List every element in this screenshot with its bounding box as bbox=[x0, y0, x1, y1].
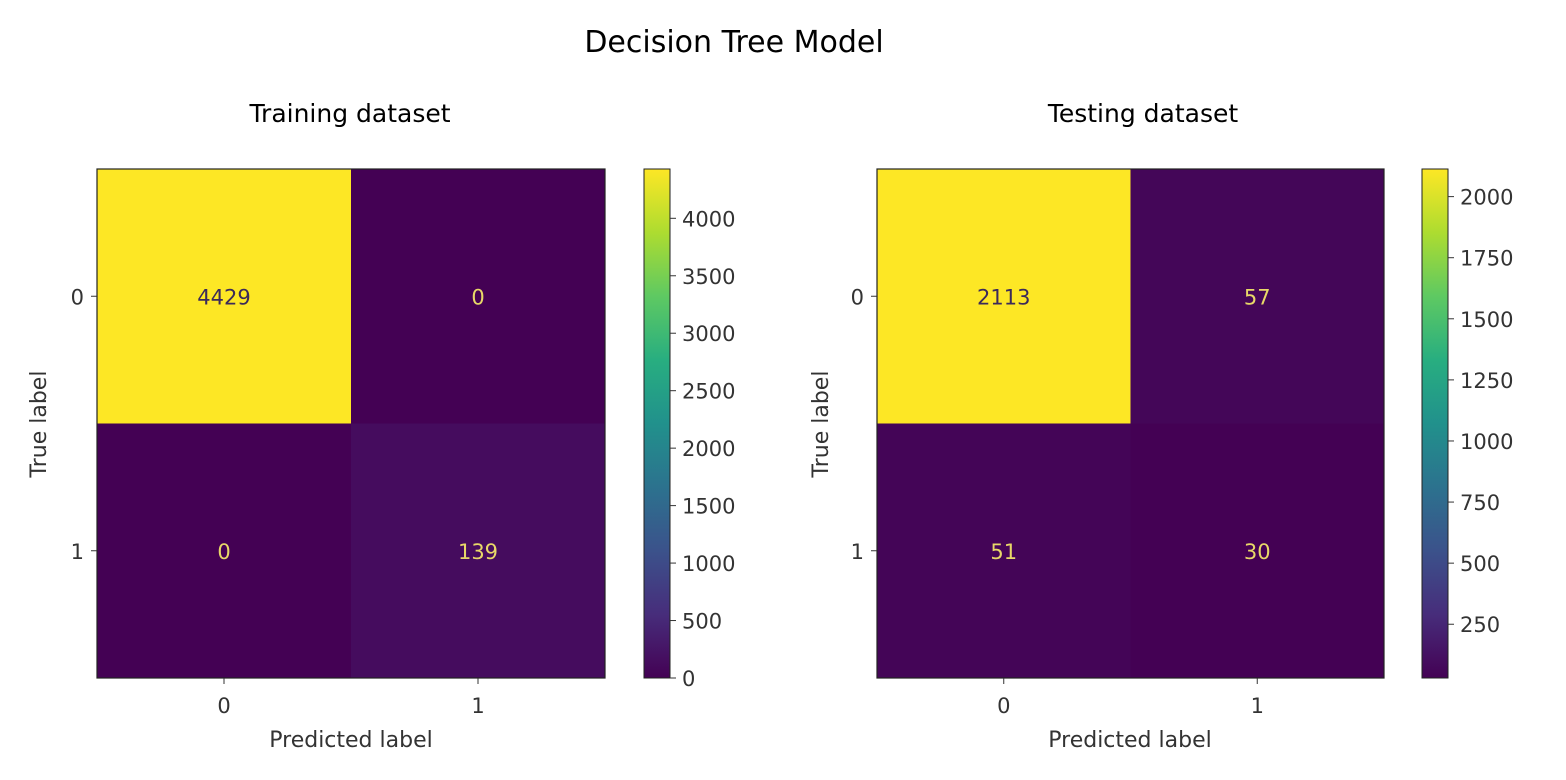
training-cell-label-1-1: 139 bbox=[458, 540, 498, 564]
testing-x-tick-label: 0 bbox=[997, 694, 1010, 718]
training-x-axis-label: Predicted label bbox=[269, 728, 432, 753]
testing-cell-label-0-1: 57 bbox=[1244, 285, 1271, 309]
testing-cell-0-1 bbox=[1130, 169, 1384, 424]
testing-colorbar-tick-label: 1000 bbox=[1460, 430, 1513, 454]
figure-title: Decision Tree Model bbox=[584, 25, 883, 60]
testing-x-axis-label: Predicted label bbox=[1048, 728, 1211, 753]
training-cell-0-0 bbox=[97, 169, 351, 424]
training-colorbar-tick-label: 3000 bbox=[682, 322, 735, 346]
testing-colorbar-tick-label: 500 bbox=[1460, 552, 1500, 576]
testing-cell-label-1-0: 51 bbox=[990, 540, 1017, 564]
testing-colorbar-ticks: 250 500 750 1000 1250 1500 1750 2000 bbox=[1448, 186, 1513, 637]
testing-cell-1-1 bbox=[1130, 423, 1384, 678]
training-cell-label-0-0: 4429 bbox=[197, 285, 250, 309]
testing-colorbar-tick-label: 750 bbox=[1460, 491, 1500, 515]
testing-heatmap-cells: 2113 57 51 30 bbox=[877, 169, 1384, 678]
training-colorbar-tick-label: 1000 bbox=[682, 552, 735, 576]
testing-cell-0-0 bbox=[877, 169, 1131, 424]
testing-colorbar-tick-label: 1750 bbox=[1460, 247, 1513, 271]
testing-panel-title: Testing dataset bbox=[1047, 99, 1239, 128]
training-cell-label-0-1: 0 bbox=[471, 285, 484, 309]
training-colorbar-tick-label: 2500 bbox=[682, 380, 735, 404]
testing-y-tick-label: 0 bbox=[851, 285, 864, 309]
training-x-tick-label: 0 bbox=[217, 694, 230, 718]
testing-cell-1-0 bbox=[877, 423, 1131, 678]
training-colorbar-tick-label: 500 bbox=[682, 610, 722, 634]
training-x-tick-label: 1 bbox=[471, 694, 484, 718]
testing-heatmap-frame bbox=[876, 168, 1385, 679]
training-cell-label-1-0: 0 bbox=[217, 540, 230, 564]
training-colorbar bbox=[643, 168, 671, 679]
training-cell-0-1 bbox=[351, 169, 605, 424]
training-heatmap-cells: 4429 0 0 139 bbox=[97, 169, 605, 678]
training-heatmap-frame bbox=[96, 168, 606, 679]
training-y-tick-label: 1 bbox=[71, 540, 84, 564]
training-y-axis-label: True label bbox=[27, 371, 52, 479]
training-colorbar-tick-label: 1500 bbox=[682, 495, 735, 519]
training-colorbar-tick-label: 0 bbox=[682, 667, 695, 691]
training-colorbar-tick-label: 3500 bbox=[682, 265, 735, 289]
testing-y-axis-label: True label bbox=[809, 371, 834, 479]
training-y-ticks: 01 bbox=[71, 285, 97, 564]
testing-colorbar-tick-label: 1500 bbox=[1460, 308, 1513, 332]
testing-y-ticks: 01 bbox=[851, 285, 877, 564]
testing-colorbar-tick-label: 1250 bbox=[1460, 369, 1513, 393]
training-colorbar-tick-label: 2000 bbox=[682, 437, 735, 461]
testing-x-tick-label: 1 bbox=[1251, 694, 1264, 718]
training-cell-1-0 bbox=[97, 423, 351, 678]
testing-colorbar-tick-label: 250 bbox=[1460, 613, 1500, 637]
testing-y-tick-label: 1 bbox=[851, 540, 864, 564]
training-colorbar-ticks: 0 500 1000 1500 2000 2500 3000 3500 4000 bbox=[670, 207, 735, 691]
training-colorbar-tick-label: 4000 bbox=[682, 207, 735, 231]
training-y-tick-label: 0 bbox=[71, 285, 84, 309]
training-panel-title: Training dataset bbox=[248, 99, 450, 128]
testing-cell-label-0-0: 2113 bbox=[977, 285, 1030, 309]
testing-colorbar bbox=[1421, 168, 1449, 679]
testing-cell-label-1-1: 30 bbox=[1244, 540, 1271, 564]
training-cell-1-1 bbox=[351, 423, 605, 678]
testing-colorbar-tick-label: 2000 bbox=[1460, 186, 1513, 210]
